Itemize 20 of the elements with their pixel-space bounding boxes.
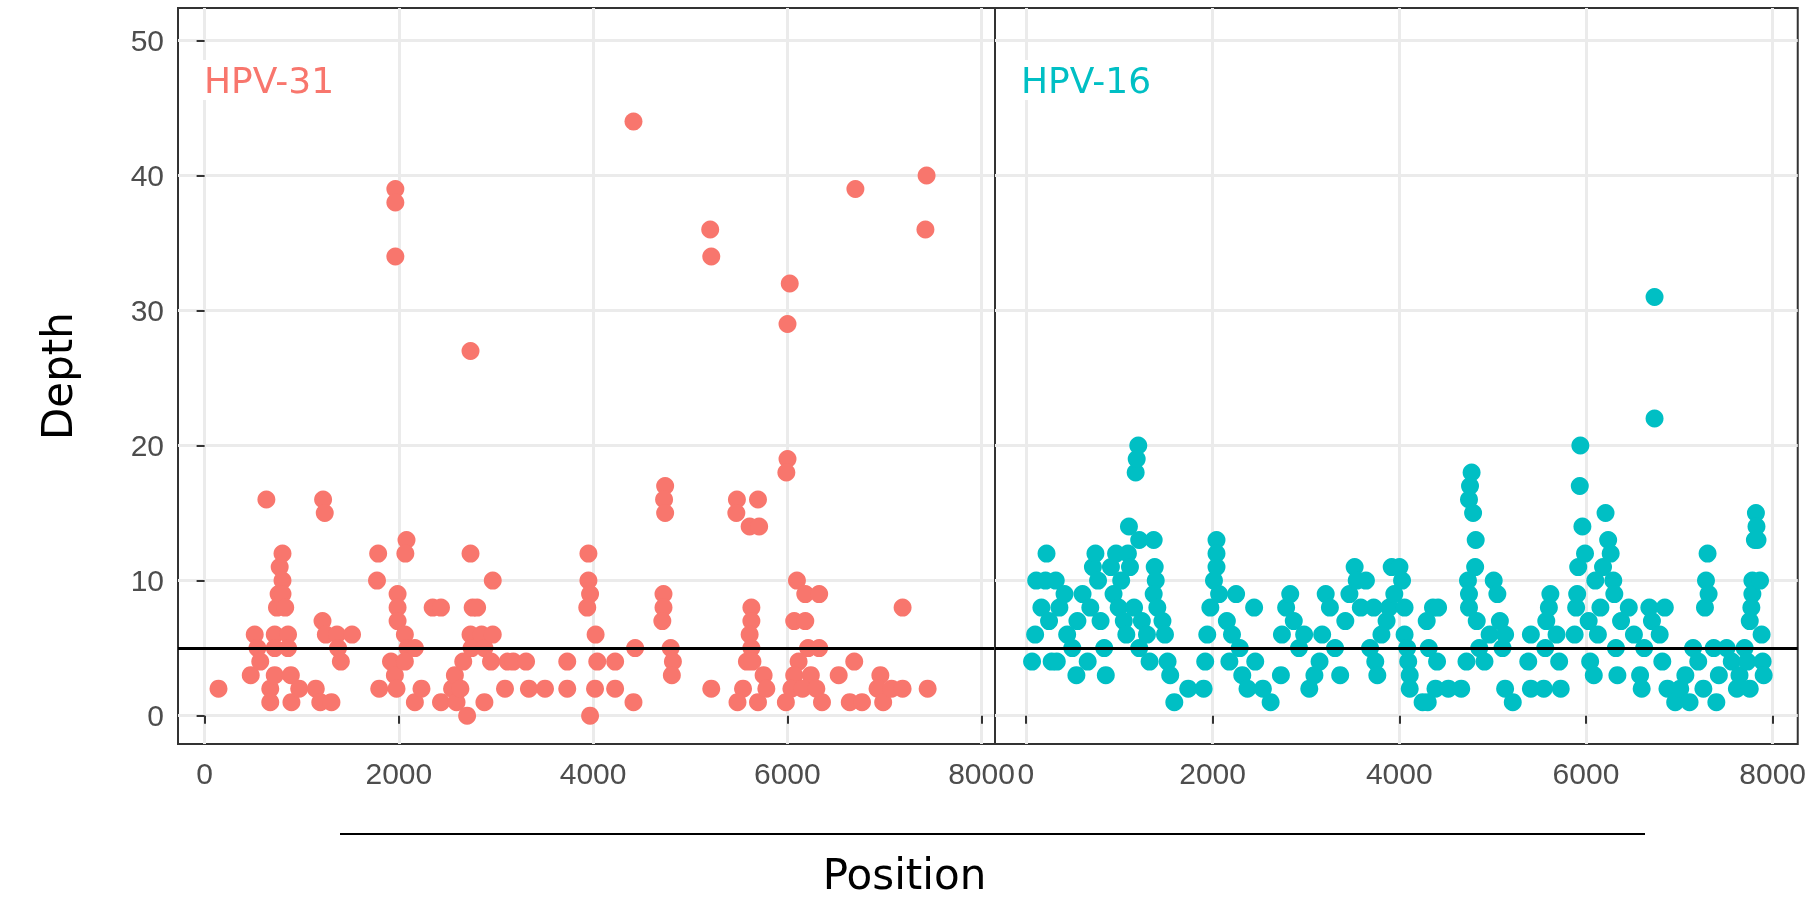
x-tick-label: 6000: [753, 756, 821, 790]
x-tick-label: 0: [196, 756, 213, 790]
y-tick-label: 10: [130, 564, 164, 598]
text: HPV-16: [1021, 59, 1152, 101]
y-tick-label: 50: [130, 23, 164, 57]
y-axis-title: Depth: [32, 312, 82, 440]
y-tick-label: 30: [130, 294, 164, 327]
y-tick-label: 0: [147, 699, 164, 733]
x-tick-label: 0: [1017, 756, 1035, 790]
x-tick-label: 6000: [1552, 756, 1620, 790]
x-tick-label: 8000: [948, 756, 1015, 790]
x-tick-label: 4000: [559, 756, 627, 790]
x-tick-label: 4000: [1365, 756, 1433, 790]
x-axis-title: Position: [821, 850, 988, 899]
x-tick-label: 2000: [1179, 756, 1246, 790]
y-tick-label: 20: [130, 429, 164, 463]
x-tick-label: 2000: [365, 756, 433, 790]
y-tick-label: 40: [130, 158, 164, 192]
x-tick-label: 8000: [1739, 756, 1807, 790]
text: HPV-31: [204, 59, 335, 101]
